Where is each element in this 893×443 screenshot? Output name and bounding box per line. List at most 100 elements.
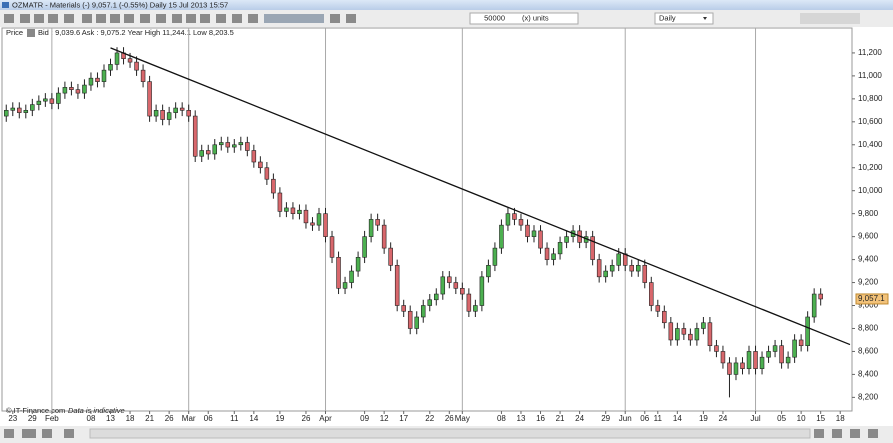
candle-body (205, 150, 211, 155)
bottom-icon[interactable] (832, 429, 842, 438)
y-tick-label: 11,000 (858, 71, 882, 80)
x-tick-label: 17 (399, 414, 408, 423)
scrollbar[interactable] (89, 428, 811, 439)
tool-icon[interactable] (172, 14, 182, 23)
candle-body (434, 293, 439, 301)
tool-icon[interactable] (4, 14, 14, 23)
candle-body (56, 92, 61, 104)
candle-body (420, 305, 426, 318)
candle-body (36, 100, 42, 105)
candle-body (329, 236, 335, 258)
candle-body (179, 107, 185, 111)
bottom-icon[interactable] (814, 429, 824, 438)
y-tick-label: 8,600 (858, 347, 879, 356)
candle-body (753, 351, 758, 369)
candle-body (238, 142, 244, 146)
candle-body (349, 270, 354, 283)
tool-icon[interactable] (96, 14, 106, 23)
candle-body (551, 253, 556, 260)
candle-body (427, 299, 433, 306)
candle-body (381, 224, 387, 249)
x-tick-label: 18 (836, 414, 845, 423)
x-tick-label: 19 (699, 414, 708, 423)
tool-icon[interactable] (330, 14, 340, 23)
candle-body (108, 64, 113, 71)
y-tick-label: 11,200 (858, 48, 882, 57)
candle-body (414, 316, 419, 329)
candle-body (277, 192, 283, 212)
period-select[interactable] (654, 12, 714, 25)
x-tick-label: May (455, 414, 470, 423)
candle-body (284, 207, 289, 212)
candle-body (766, 351, 771, 358)
candle-body (785, 356, 791, 364)
bottom-icon[interactable] (850, 429, 860, 438)
candle-body (199, 150, 204, 157)
tool-icon[interactable] (82, 14, 92, 23)
x-tick-label: Apr (319, 414, 332, 423)
window-controls[interactable] (800, 13, 860, 24)
candle-body (232, 144, 237, 148)
candle-body (114, 52, 120, 65)
tool-icon[interactable] (64, 14, 74, 23)
tool-icon[interactable] (346, 14, 356, 23)
tool-icon[interactable] (48, 14, 58, 23)
tool-icon[interactable] (216, 14, 226, 23)
candle-body (805, 316, 810, 347)
tool-icon[interactable] (20, 14, 30, 23)
candle-body (688, 333, 693, 341)
x-tick-label: 13 (106, 414, 115, 423)
tool-icon[interactable] (248, 14, 258, 23)
x-tick-label: Jul (750, 414, 760, 423)
quantity-box[interactable] (469, 12, 579, 25)
last-price-label: 9,057.1 (858, 294, 885, 303)
color-palette[interactable] (264, 14, 324, 23)
tool-icon[interactable] (34, 14, 44, 23)
x-tick-label: 08 (87, 414, 96, 423)
candle-body (544, 247, 550, 260)
y-tick-label: 9,800 (858, 209, 879, 218)
candle-body (23, 110, 29, 113)
candle-body (557, 242, 563, 255)
candle-body (407, 310, 413, 329)
tool-icon[interactable] (232, 14, 242, 23)
bottom-icon[interactable] (64, 429, 74, 438)
bottom-icon[interactable] (42, 429, 52, 438)
candle-body (30, 104, 35, 111)
x-tick-label: 26 (165, 414, 174, 423)
candle-body (479, 276, 485, 306)
candle-body (290, 207, 296, 214)
x-tick-label: 14 (673, 414, 682, 423)
candle-body (635, 265, 641, 272)
tool-icon[interactable] (110, 14, 120, 23)
candle-body (811, 293, 817, 318)
y-tick-label: 8,400 (858, 370, 879, 379)
tool-icon[interactable] (124, 14, 134, 23)
bottom-icon[interactable] (22, 429, 36, 438)
candle-body (486, 265, 491, 278)
tool-icon[interactable] (140, 14, 150, 23)
tool-icon[interactable] (200, 14, 210, 23)
x-tick-label: 09 (360, 414, 369, 423)
settings-icon[interactable] (27, 29, 35, 37)
x-tick-label: 15 (816, 414, 825, 423)
bottom-icon[interactable] (868, 429, 878, 438)
x-tick-label: Feb (45, 414, 59, 423)
candle-body (394, 265, 400, 306)
tool-icon[interactable] (186, 14, 196, 23)
bottom-icon[interactable] (4, 429, 14, 438)
x-tick-label: 05 (777, 414, 786, 423)
candle-body (772, 345, 778, 352)
candle-body (505, 213, 511, 226)
candle-body (134, 61, 139, 71)
candle-body (759, 356, 765, 369)
tool-icon[interactable] (156, 14, 166, 23)
candle-body (225, 142, 231, 148)
candle-body (43, 98, 48, 102)
candle-body (668, 322, 674, 341)
y-tick-label: 10,000 (858, 186, 883, 195)
candle-body (740, 362, 745, 369)
footer-credit: © IT-Finance.com (6, 406, 65, 415)
